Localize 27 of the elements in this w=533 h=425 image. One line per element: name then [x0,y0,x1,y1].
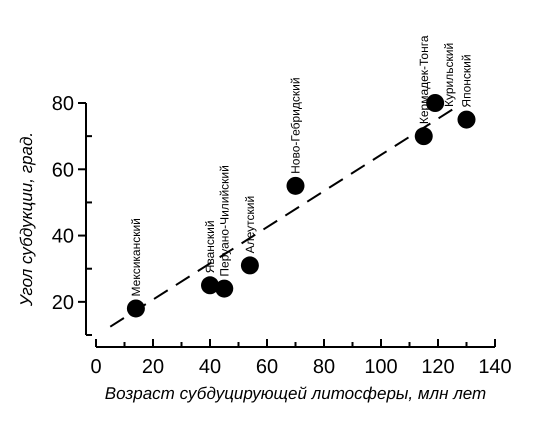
annotation: Курильский [442,42,456,107]
x-tick-label: 20 [142,356,164,378]
annotation: Мексиканский [128,218,143,296]
x-tick-label: 80 [312,356,336,378]
annotation: Алеутский [242,196,257,254]
y-axis-title: Угол субдукции, град. [17,132,36,308]
point [215,280,234,298]
x-tick-label: 60 [256,356,278,378]
x-tick-label: 0 [90,356,102,378]
y-tick-label: 60 [52,159,74,182]
point [458,110,476,129]
x-tick-label: 100 [364,356,398,378]
point [201,276,219,294]
point [240,256,259,274]
annotation: Японский [460,54,474,108]
x-axis-title: Возраст субдуцирующей литосферы, млн лет [104,384,486,403]
annotation: Яванский [203,220,217,274]
y-tick-label: 40 [52,226,74,248]
annotation: Ново-Гебридский [288,77,302,174]
x-tick-label: 120 [421,356,455,378]
x-tick-label: 140 [478,356,512,378]
x-tick-label: 40 [198,356,222,378]
point [286,176,304,195]
point [414,127,433,146]
y-tick-label: 80 [52,93,74,115]
annotation: Перуано-Чилийский [217,165,232,277]
y-tick-label: 20 [52,292,74,314]
